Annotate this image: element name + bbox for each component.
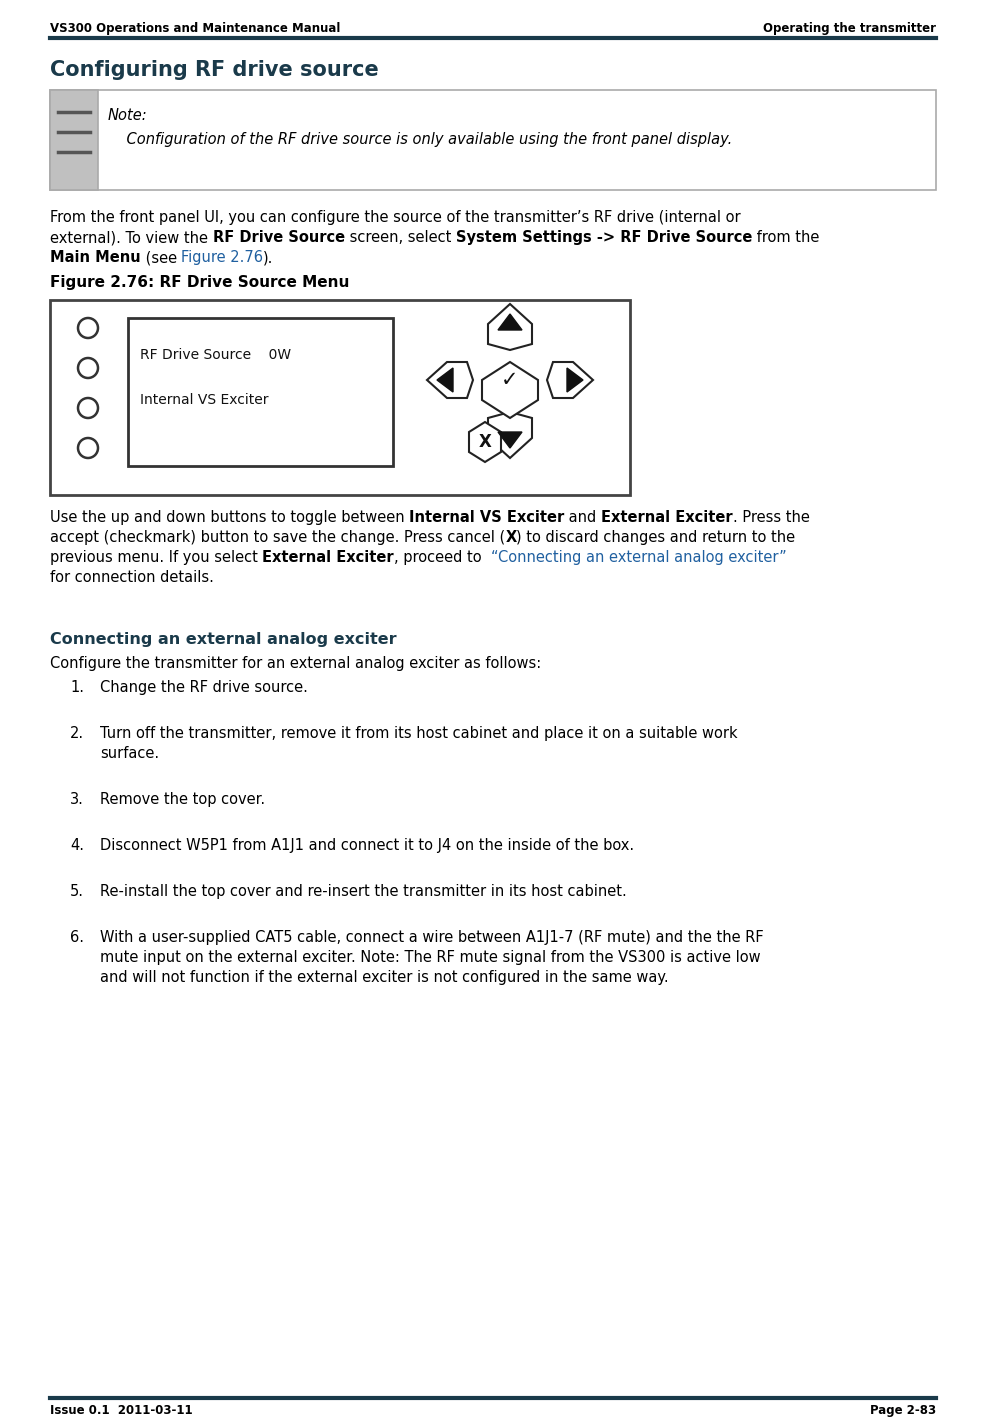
Text: Change the RF drive source.: Change the RF drive source. — [100, 680, 308, 695]
Text: Internal VS Exciter: Internal VS Exciter — [409, 510, 565, 524]
Text: mute input on the external exciter. Note: The RF mute signal from the VS300 is a: mute input on the external exciter. Note… — [100, 950, 760, 965]
Text: Remove the top cover.: Remove the top cover. — [100, 792, 265, 807]
Text: Connecting an external analog exciter: Connecting an external analog exciter — [50, 633, 396, 647]
Polygon shape — [498, 432, 522, 447]
Text: screen, select: screen, select — [345, 229, 456, 245]
Bar — [50, 90, 936, 190]
Polygon shape — [567, 368, 583, 392]
Text: surface.: surface. — [100, 747, 159, 761]
Text: , proceed to: , proceed to — [394, 550, 491, 564]
Text: RF Drive Source    0W: RF Drive Source 0W — [140, 348, 291, 362]
Text: Page 2-83: Page 2-83 — [870, 1404, 936, 1416]
Polygon shape — [482, 362, 538, 418]
Text: Configure the transmitter for an external analog exciter as follows:: Configure the transmitter for an externa… — [50, 656, 541, 671]
Text: for connection details.: for connection details. — [50, 570, 214, 586]
Text: Figure 2.76: Figure 2.76 — [181, 249, 263, 265]
Text: . Press the: . Press the — [733, 510, 810, 524]
Text: “Connecting an external analog exciter”: “Connecting an external analog exciter” — [491, 550, 787, 564]
Text: Use the up and down buttons to toggle between: Use the up and down buttons to toggle be… — [50, 510, 409, 524]
Text: X: X — [478, 433, 491, 450]
Text: from the: from the — [752, 229, 819, 245]
Text: Disconnect W5P1 from A1J1 and connect it to J4 on the inside of the box.: Disconnect W5P1 from A1J1 and connect it… — [100, 838, 634, 854]
Text: VS300 Operations and Maintenance Manual: VS300 Operations and Maintenance Manual — [50, 21, 340, 36]
Text: ✓: ✓ — [501, 370, 519, 390]
Polygon shape — [469, 422, 501, 462]
Text: external). To view the: external). To view the — [50, 229, 213, 245]
Text: 4.: 4. — [70, 838, 84, 854]
Text: 1.: 1. — [70, 680, 84, 695]
Text: Configuration of the RF drive source is only available using the front panel dis: Configuration of the RF drive source is … — [108, 133, 733, 147]
Text: 6.: 6. — [70, 931, 84, 945]
Bar — [50, 301, 630, 494]
Polygon shape — [437, 368, 453, 392]
Text: X: X — [505, 530, 517, 544]
Polygon shape — [427, 362, 473, 398]
Polygon shape — [488, 304, 532, 351]
Text: System Settings -> RF Drive Source: System Settings -> RF Drive Source — [456, 229, 752, 245]
Text: ) to discard changes and return to the: ) to discard changes and return to the — [517, 530, 796, 544]
Text: With a user-supplied CAT5 cable, connect a wire between A1J1-7 (RF mute) and the: With a user-supplied CAT5 cable, connect… — [100, 931, 763, 945]
Text: Internal VS Exciter: Internal VS Exciter — [140, 393, 268, 408]
Polygon shape — [498, 314, 522, 331]
Text: Turn off the transmitter, remove it from its host cabinet and place it on a suit: Turn off the transmitter, remove it from… — [100, 725, 738, 741]
Polygon shape — [488, 412, 532, 457]
Text: and will not function if the external exciter is not configured in the same way.: and will not function if the external ex… — [100, 970, 669, 985]
Bar — [50, 90, 98, 190]
Text: Configuring RF drive source: Configuring RF drive source — [50, 60, 379, 80]
Text: (see: (see — [141, 249, 181, 265]
Text: and: and — [565, 510, 601, 524]
Text: previous menu. If you select: previous menu. If you select — [50, 550, 262, 564]
Text: External Exciter: External Exciter — [262, 550, 394, 564]
Text: Main Menu: Main Menu — [50, 249, 141, 265]
Text: RF Drive Source: RF Drive Source — [213, 229, 345, 245]
Text: Operating the transmitter: Operating the transmitter — [763, 21, 936, 36]
Text: 2.: 2. — [70, 725, 84, 741]
Text: Re-install the top cover and re-insert the transmitter in its host cabinet.: Re-install the top cover and re-insert t… — [100, 884, 627, 899]
Text: From the front panel UI, you can configure the source of the transmitter’s RF dr: From the front panel UI, you can configu… — [50, 209, 740, 225]
Text: External Exciter: External Exciter — [601, 510, 733, 524]
Bar — [128, 318, 393, 466]
Text: Issue 0.1  2011-03-11: Issue 0.1 2011-03-11 — [50, 1404, 192, 1416]
Text: accept (checkmark) button to save the change. Press cancel (: accept (checkmark) button to save the ch… — [50, 530, 505, 544]
Text: 3.: 3. — [70, 792, 84, 807]
Text: 5.: 5. — [70, 884, 84, 899]
Text: Note:: Note: — [108, 108, 148, 123]
Text: ).: ). — [263, 249, 274, 265]
Text: Figure 2.76: RF Drive Source Menu: Figure 2.76: RF Drive Source Menu — [50, 275, 349, 291]
Polygon shape — [547, 362, 593, 398]
